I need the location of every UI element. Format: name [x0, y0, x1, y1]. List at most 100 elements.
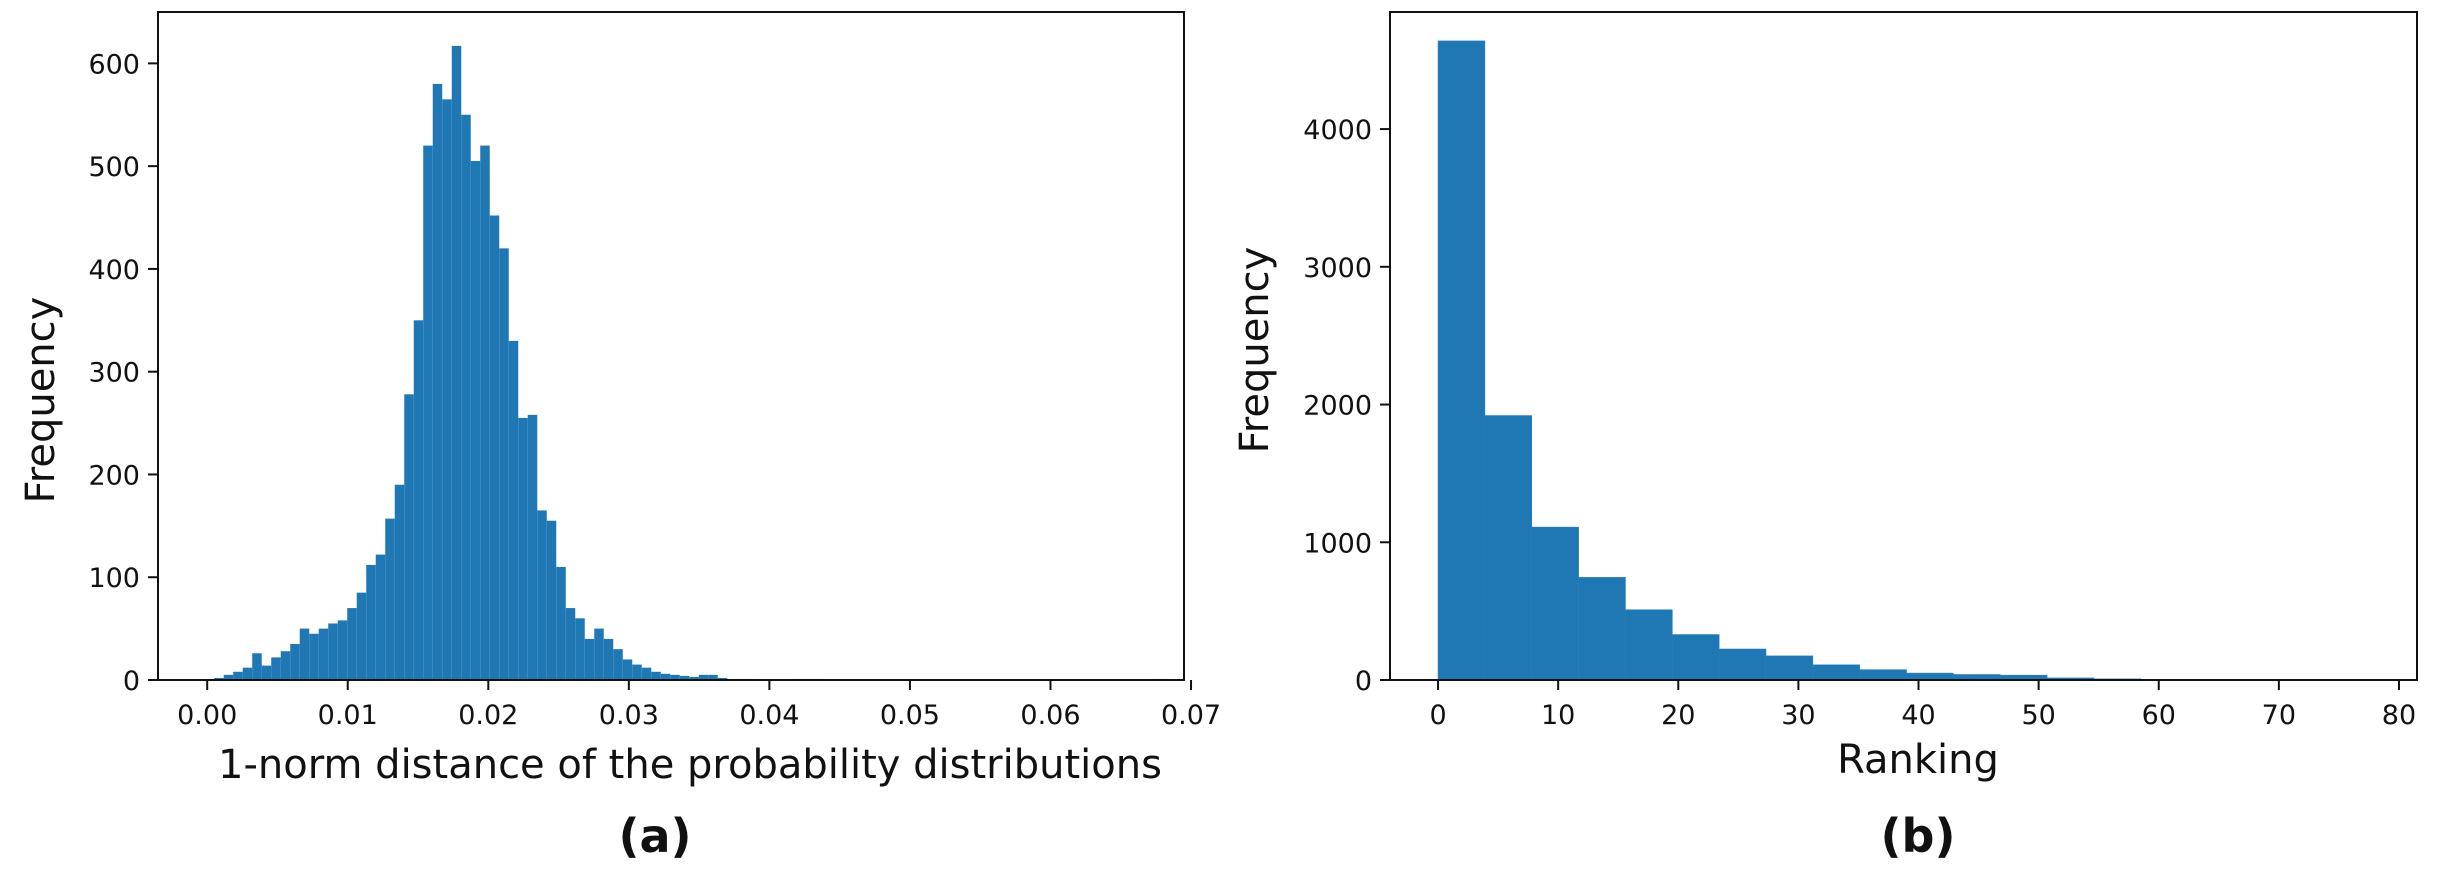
x-ticks-b: 0 10 20 30 40 50 60 70 80	[1429, 680, 2416, 731]
histogram-bar	[432, 83, 443, 680]
histogram-bar	[1765, 655, 1814, 681]
x-tick-label: 0.07	[1161, 700, 1221, 731]
histogram-bar	[698, 674, 709, 680]
histogram-bar	[290, 644, 300, 680]
histogram-bar	[252, 653, 262, 680]
histogram-bar	[214, 677, 224, 680]
histogram-bar	[309, 633, 319, 680]
x-tick-label: 20	[1661, 700, 1695, 731]
histogram-bar	[489, 215, 500, 681]
histogram-bar	[480, 145, 490, 681]
histogram-bar	[641, 667, 652, 680]
histogram-panel-a: 0.00 0.01 0.02 0.03 0.04 0.05 0.06 0.07 0 100 200…	[18, 11, 1221, 863]
histogram-bar	[679, 675, 690, 680]
histogram-bar	[613, 649, 623, 680]
y-tick-label: 3000	[1303, 253, 1372, 284]
histogram-bar	[603, 638, 614, 680]
histogram-bar	[670, 674, 680, 680]
histogram-bar	[565, 608, 576, 680]
y-axis-label-b: Frequency	[1232, 247, 1278, 454]
histogram-bar	[575, 618, 585, 680]
histogram-bar	[499, 248, 509, 680]
histogram-bar	[1484, 415, 1533, 681]
histogram-bar	[356, 592, 367, 680]
histogram-bar	[394, 484, 405, 680]
histogram-bar	[1859, 669, 1907, 681]
histogram-bar	[413, 320, 424, 680]
histogram-bar	[337, 620, 348, 680]
y-tick-label: 0	[1355, 666, 1372, 697]
histogram-bar	[660, 673, 671, 680]
x-tick-label: 50	[2021, 700, 2055, 731]
x-tick-label: 0.05	[880, 700, 940, 731]
histogram-bar	[318, 628, 329, 680]
histogram-panel-b: 0 10 20 30 40 50 60 70 80 0 1000 2000 3000 4000 Rank…	[1232, 11, 2418, 863]
x-tick-label: 0.01	[318, 700, 378, 731]
histogram-bar	[347, 608, 357, 680]
y-tick-label: 400	[88, 255, 140, 286]
x-tick-label: 0	[1429, 700, 1446, 731]
x-tick-label: 0.06	[1020, 700, 1080, 731]
histogram-bar	[280, 651, 291, 680]
y-tick-label: 600	[88, 49, 140, 80]
histogram-bar	[223, 674, 234, 680]
histogram-bar	[451, 45, 462, 681]
y-ticks-b: 0 1000 2000 3000 4000	[1303, 115, 1390, 697]
y-tick-label: 0	[123, 666, 140, 697]
y-tick-label: 4000	[1303, 115, 1372, 146]
x-tick-label: 60	[2142, 700, 2176, 731]
histogram-bar	[242, 667, 253, 680]
plot-frame-a	[157, 11, 1185, 681]
panel-label-a: (a)	[618, 809, 691, 863]
y-tick-label: 1000	[1303, 528, 1372, 559]
x-tick-label: 10	[1541, 700, 1575, 731]
y-ticks-a: 0 100 200 300 400 500 600	[88, 49, 158, 697]
x-tick-label: 30	[1781, 700, 1815, 731]
x-tick-label: 80	[2382, 700, 2416, 731]
x-tick-label: 0.00	[177, 700, 237, 731]
histogram-bar	[375, 554, 386, 680]
x-tick-label: 0.03	[599, 700, 659, 731]
histogram-bar	[461, 114, 471, 680]
histogram-bar	[527, 414, 538, 680]
histogram-bar	[271, 657, 281, 680]
y-tick-label: 500	[88, 152, 140, 183]
y-tick-label: 100	[88, 563, 140, 594]
y-axis-label-a: Frequency	[18, 297, 64, 504]
histogram-bar	[1812, 664, 1860, 681]
histogram-bar	[632, 664, 642, 680]
histogram-bar	[1718, 648, 1767, 681]
panel-label-b: (b)	[1881, 809, 1956, 863]
histogram-bar	[717, 677, 728, 680]
histogram-bar	[594, 628, 604, 680]
x-axis-label-b: Ranking	[1837, 737, 1999, 783]
histogram-bar	[537, 510, 547, 680]
histogram-bar	[622, 659, 633, 680]
histogram-bar	[1671, 634, 1720, 681]
bars-b	[1437, 40, 2376, 681]
histogram-bar	[1437, 40, 1486, 681]
histogram-bar	[423, 145, 433, 681]
histogram-bar	[508, 340, 519, 680]
histogram-bar	[233, 671, 243, 680]
histogram-bar	[1625, 609, 1673, 681]
histogram-bar	[651, 671, 661, 680]
x-tick-label: 0.02	[458, 700, 518, 731]
histogram-bar	[404, 394, 414, 680]
histogram-bar	[546, 520, 557, 680]
histogram-bar	[442, 99, 452, 681]
y-tick-label: 300	[88, 358, 140, 389]
histogram-bar	[470, 161, 481, 680]
histogram-bar	[328, 623, 338, 680]
histogram-bar	[299, 628, 310, 680]
x-axis-label-a: 1-norm distance of the probability distr…	[218, 742, 1162, 788]
x-tick-label: 40	[1901, 700, 1935, 731]
y-tick-label: 2000	[1303, 391, 1372, 422]
plot-frame-b	[1389, 11, 2418, 681]
histogram-bar	[689, 676, 699, 680]
histogram-bar	[385, 518, 395, 680]
histogram-bar	[261, 665, 272, 680]
x-tick-label: 70	[2262, 700, 2296, 731]
histogram-bar	[556, 566, 566, 680]
